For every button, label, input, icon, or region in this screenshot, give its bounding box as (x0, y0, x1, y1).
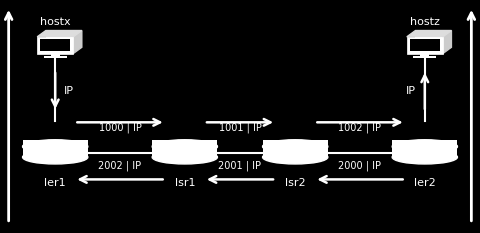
Ellipse shape (263, 140, 328, 153)
Polygon shape (443, 31, 451, 54)
Text: 2002 | IP: 2002 | IP (98, 161, 142, 171)
Text: ler1: ler1 (44, 178, 66, 188)
Text: 2001 | IP: 2001 | IP (218, 161, 262, 171)
FancyBboxPatch shape (23, 140, 88, 157)
Ellipse shape (23, 150, 88, 164)
FancyBboxPatch shape (44, 56, 67, 58)
Text: hostz: hostz (410, 17, 440, 27)
Ellipse shape (152, 150, 217, 164)
Ellipse shape (152, 140, 217, 153)
FancyBboxPatch shape (415, 31, 451, 47)
FancyBboxPatch shape (51, 54, 60, 56)
FancyBboxPatch shape (410, 39, 440, 51)
Text: lsr1: lsr1 (175, 178, 195, 188)
FancyBboxPatch shape (392, 140, 457, 157)
FancyBboxPatch shape (37, 37, 73, 54)
Polygon shape (407, 31, 451, 37)
Text: 1001 | IP: 1001 | IP (218, 122, 262, 133)
Polygon shape (37, 31, 82, 37)
Text: hostx: hostx (40, 17, 71, 27)
FancyBboxPatch shape (40, 39, 70, 51)
FancyBboxPatch shape (263, 140, 328, 157)
Ellipse shape (392, 150, 457, 164)
Ellipse shape (263, 150, 328, 164)
FancyBboxPatch shape (407, 37, 443, 54)
Text: 1000 | IP: 1000 | IP (98, 122, 142, 133)
Text: ler2: ler2 (414, 178, 436, 188)
Polygon shape (73, 31, 82, 54)
FancyBboxPatch shape (46, 31, 82, 47)
FancyBboxPatch shape (152, 140, 217, 157)
Text: IP: IP (406, 86, 416, 96)
Text: IP: IP (64, 86, 74, 96)
Text: 1002 | IP: 1002 | IP (338, 122, 382, 133)
Ellipse shape (392, 140, 457, 153)
FancyBboxPatch shape (420, 54, 429, 56)
Text: lsr2: lsr2 (285, 178, 305, 188)
Text: 2000 | IP: 2000 | IP (338, 161, 382, 171)
FancyBboxPatch shape (413, 56, 436, 58)
Ellipse shape (23, 140, 88, 153)
